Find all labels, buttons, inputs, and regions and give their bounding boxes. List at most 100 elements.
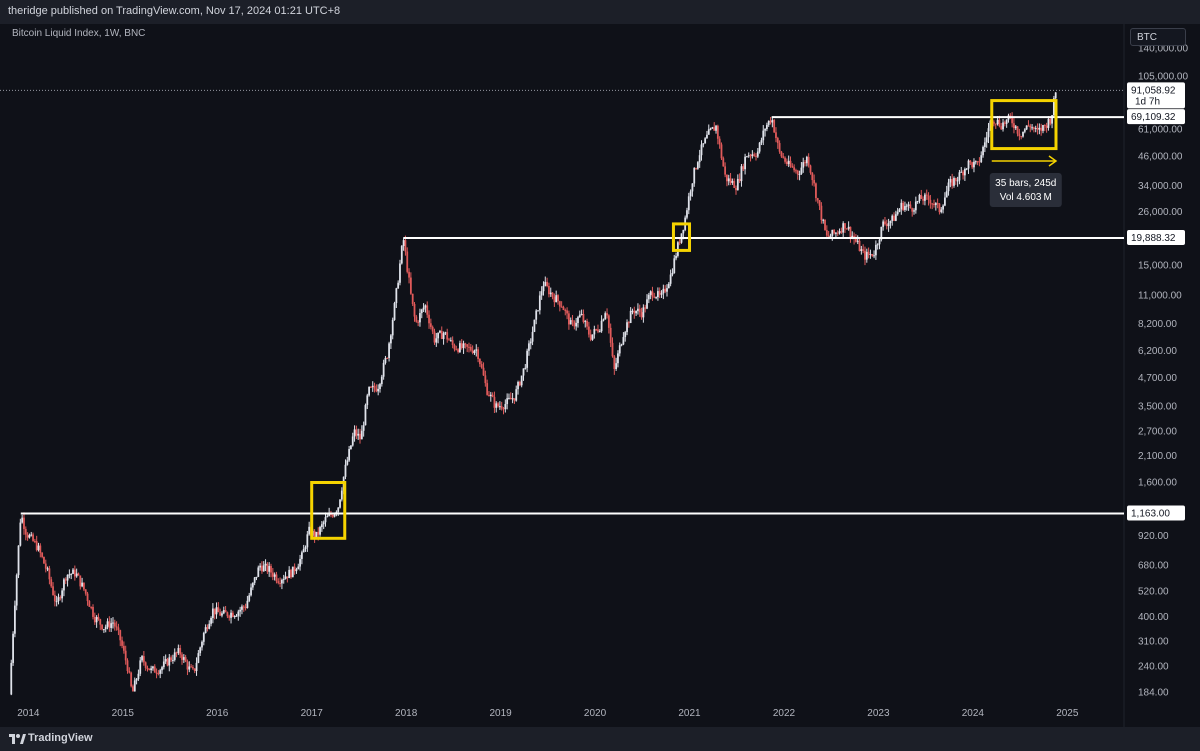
- candle-body: [535, 310, 538, 320]
- candle-body: [548, 285, 550, 295]
- candle-body: [940, 209, 943, 213]
- candle-body: [542, 285, 545, 292]
- candle-body: [669, 274, 672, 284]
- price-chart[interactable]: 140,000.00 105,000.00 61,000.00 46,000.00 34…: [0, 24, 1200, 727]
- chart-area[interactable]: 140,000.00 105,000.00 61,000.00 46,000.00 34…: [0, 24, 1200, 727]
- candle-body: [631, 310, 634, 312]
- candle-body: [168, 657, 171, 666]
- candle-body: [482, 367, 485, 376]
- candle-body: [531, 331, 534, 342]
- candle-body: [446, 332, 449, 340]
- y-tick-label: 1,600.00: [1138, 478, 1177, 489]
- candle-body: [642, 307, 645, 318]
- candle-body: [230, 612, 232, 618]
- candle-body: [660, 293, 663, 295]
- candle-body: [1027, 125, 1030, 127]
- candle-body: [286, 576, 289, 579]
- candle-body: [480, 364, 483, 368]
- candle-body: [842, 223, 845, 233]
- candle-body: [50, 579, 53, 587]
- candle-body: [350, 445, 352, 450]
- candle-body: [233, 616, 236, 618]
- candle-body: [24, 528, 27, 535]
- candle-body: [1038, 127, 1041, 130]
- candle-body: [580, 313, 583, 315]
- candle-body: [746, 156, 748, 158]
- x-tick-label: 2020: [584, 708, 607, 719]
- candle-body: [59, 597, 62, 599]
- candle-body: [179, 648, 182, 655]
- candle-body: [386, 357, 389, 359]
- candle-body: [495, 403, 498, 408]
- candle-body: [969, 160, 972, 163]
- candle-body: [144, 662, 147, 668]
- measure-label-bars: 35 bars, 245d: [995, 178, 1056, 189]
- candle-body: [907, 204, 910, 206]
- candle-body: [954, 178, 957, 181]
- candle-body: [691, 183, 694, 192]
- candle-body: [867, 251, 870, 255]
- candle-body: [33, 540, 36, 542]
- candle-body: [308, 526, 311, 535]
- candle-body: [353, 429, 356, 437]
- candle-body: [73, 569, 76, 577]
- candle-body: [566, 310, 568, 314]
- candle-body: [166, 659, 169, 666]
- candle-body: [798, 174, 801, 176]
- bottom-bar: TradingView: [0, 727, 1200, 751]
- candle-body: [900, 202, 903, 210]
- candle-body: [393, 303, 396, 320]
- candle-body: [987, 128, 990, 138]
- candle-body: [558, 301, 561, 307]
- candle-body: [411, 293, 414, 304]
- candle-body: [764, 129, 766, 131]
- candle-body: [293, 566, 296, 572]
- candle-body: [920, 194, 923, 199]
- candle-body: [464, 343, 467, 345]
- symbol-label[interactable]: BTC: [1130, 28, 1186, 46]
- candle-body: [302, 548, 305, 553]
- candle-body: [259, 565, 262, 568]
- candle-body: [221, 613, 223, 616]
- candle-body: [213, 608, 216, 615]
- candle-body: [784, 157, 786, 162]
- candle-body: [266, 563, 269, 572]
- candle-body: [415, 316, 418, 322]
- candle-body: [497, 403, 499, 407]
- candle-body: [706, 134, 708, 139]
- candle-body: [847, 226, 850, 229]
- candle-body: [30, 534, 33, 536]
- candle-body: [983, 142, 986, 147]
- candle-body: [237, 611, 240, 616]
- candle-body: [340, 490, 343, 500]
- candle-body: [931, 203, 934, 205]
- candle-body: [126, 660, 129, 671]
- candle-body: [818, 200, 821, 206]
- candle-body: [190, 666, 192, 668]
- candle-body: [97, 617, 100, 620]
- candle-body: [887, 223, 890, 227]
- candle-body: [606, 313, 608, 316]
- candle-body: [667, 283, 670, 289]
- candle-body: [953, 178, 955, 186]
- brand-name: TradingView: [28, 732, 93, 744]
- candle-body: [95, 617, 98, 623]
- candle-body: [844, 223, 846, 229]
- candle-body: [618, 345, 621, 354]
- candle-body: [824, 219, 826, 231]
- candle-body: [15, 575, 18, 606]
- candle-body: [195, 662, 198, 672]
- x-tick-label: 2019: [489, 708, 512, 719]
- candle-body: [1018, 133, 1021, 137]
- candle-body: [664, 288, 667, 292]
- y-tick-label: 184.00: [1138, 687, 1169, 698]
- x-tick-label: 2021: [678, 708, 701, 719]
- candle-body: [155, 672, 158, 674]
- candle-body: [139, 660, 142, 674]
- candle-body: [306, 534, 309, 548]
- y-tick-label: 61,000.00: [1138, 124, 1183, 135]
- candle-body: [397, 282, 400, 289]
- candle-body: [891, 215, 894, 221]
- candle-body: [1031, 127, 1033, 129]
- candle-body: [811, 172, 814, 181]
